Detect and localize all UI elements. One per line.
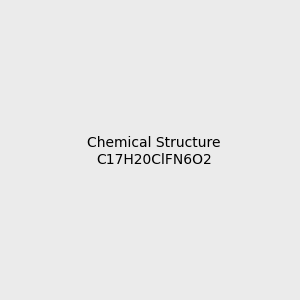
Text: Chemical Structure
C17H20ClFN6O2: Chemical Structure C17H20ClFN6O2 [87,136,220,166]
